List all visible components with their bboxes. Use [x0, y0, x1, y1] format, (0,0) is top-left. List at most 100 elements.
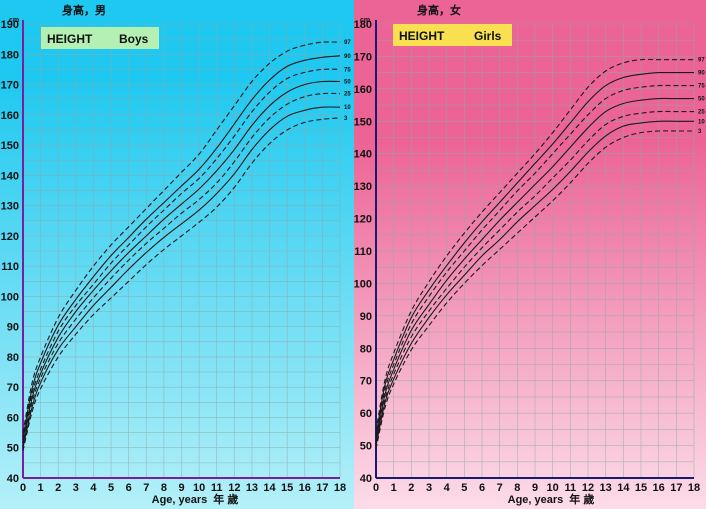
y-tick-label: 110: [354, 246, 372, 258]
y-tick-label: 120: [1, 231, 19, 243]
x-tick-label: 11: [565, 482, 577, 494]
y-tick-label: 80: [360, 343, 372, 355]
x-tick-label: 4: [90, 482, 97, 494]
y-tick-label: 100: [1, 291, 19, 303]
y-tick-label: 130: [354, 181, 372, 193]
x-axis-label-group: Age, years 年 歲: [152, 492, 239, 506]
percentile-line-p25: [22, 92, 341, 447]
x-tick-label: 14: [617, 482, 630, 494]
x-tick-label: 2: [408, 482, 414, 494]
percentile-line-p10: [22, 106, 341, 448]
x-tick-label: 9: [178, 482, 184, 494]
x-tick-label: 15: [635, 482, 647, 494]
percentile-label-p10: 10: [344, 105, 351, 111]
chart-background: [354, 0, 706, 509]
x-tick-label: 4: [444, 482, 451, 494]
x-tick-label: 0: [373, 482, 379, 494]
x-tick-label: 16: [299, 482, 311, 494]
x-tick-label: 18: [688, 482, 700, 494]
y-tick-label: 50: [360, 441, 372, 453]
height-label: HEIGHT: [399, 29, 445, 43]
y-tick-label: 60: [7, 412, 19, 424]
percentile-label-p75: 75: [698, 84, 705, 90]
y-tick-label: 140: [354, 149, 372, 161]
percentile-label-p97: 97: [698, 58, 705, 64]
percentile-line-p75: [375, 84, 694, 438]
percentile-curves: [375, 58, 694, 449]
percentile-label-p90: 90: [698, 71, 705, 77]
y-tick-label: 70: [7, 382, 19, 394]
percentile-label-p75: 75: [344, 67, 351, 73]
x-tick-label: 9: [532, 482, 538, 494]
y-tick-label: 180: [354, 19, 372, 31]
grid: [375, 23, 695, 479]
percentile-label-p3: 3: [344, 116, 348, 122]
grid: [22, 23, 341, 479]
y-tick-label: 190: [1, 19, 19, 31]
percentile-label-p25: 25: [344, 92, 351, 98]
x-axis-label: Age, years: [152, 494, 208, 506]
x-tick-label: 18: [334, 482, 346, 494]
percentile-line-p90: [375, 71, 694, 436]
height-label: HEIGHT: [47, 32, 93, 46]
percentile-line-p75: [22, 68, 341, 441]
y-tick-label: 70: [360, 376, 372, 388]
x-tick-label: 5: [461, 482, 467, 494]
x-tick-label: 6: [126, 482, 132, 494]
y-tick-label: 60: [360, 408, 372, 420]
percentile-label-p25: 25: [698, 110, 705, 116]
percentile-line-p50: [375, 97, 694, 441]
percentile-line-p10: [375, 120, 694, 446]
y-tick-label: 160: [354, 84, 372, 96]
chart-background: [0, 0, 354, 509]
y-tick-label: 150: [354, 116, 372, 128]
y-tick-label: 100: [354, 278, 372, 290]
percentile-label-p97: 97: [344, 40, 351, 46]
unit-label: cm: [9, 17, 19, 24]
x-axis-label-group: Age, years 年 歲: [508, 492, 595, 506]
percentile-line-p90: [22, 55, 341, 438]
girls-height-chart: 4050607080901001101201301401501601701800…: [354, 0, 706, 509]
x-tick-label: 5: [108, 482, 114, 494]
percentile-line-p97: [375, 58, 694, 432]
percentile-curves: [22, 41, 341, 451]
x-tick-label: 6: [479, 482, 485, 494]
x-tick-label: 7: [497, 482, 503, 494]
x-tick-label: 13: [246, 482, 258, 494]
percentile-line-p3: [375, 130, 694, 449]
x-tick-label: 1: [391, 482, 397, 494]
title-box: [41, 27, 159, 49]
x-tick-label: 16: [653, 482, 665, 494]
boys-height-chart: 4050607080901001101201301401501601701801…: [0, 0, 354, 509]
y-tick-label: 170: [354, 51, 372, 63]
y-tick-label: 170: [1, 80, 19, 92]
x-axis-label-cn: 年 歲: [213, 492, 238, 506]
x-tick-label: 8: [161, 482, 167, 494]
x-tick-label: 8: [514, 482, 520, 494]
x-tick-label: 10: [193, 482, 205, 494]
y-tick-label: 40: [7, 473, 19, 485]
y-tick-label: 150: [1, 140, 19, 152]
percentile-label-p3: 3: [698, 129, 702, 135]
x-tick-label: 14: [263, 482, 276, 494]
y-tick-label: 90: [7, 322, 19, 334]
y-tick-label: 160: [1, 110, 19, 122]
x-tick-label: 0: [20, 482, 26, 494]
y-tick-label: 90: [360, 311, 372, 323]
x-tick-label: 17: [316, 482, 328, 494]
y-tick-label: 40: [360, 473, 372, 485]
sex-label: Girls: [474, 29, 502, 43]
y-tick-label: 80: [7, 352, 19, 364]
x-tick-label: 15: [281, 482, 293, 494]
x-tick-label: 13: [600, 482, 612, 494]
x-tick-label: 12: [582, 482, 594, 494]
y-tick-label: 130: [1, 201, 19, 213]
sex-label: Boys: [119, 32, 149, 46]
y-tick-label: 140: [1, 170, 19, 182]
percentile-label-p50: 50: [344, 80, 351, 86]
percentile-line-p97: [22, 41, 341, 433]
percentile-label-p90: 90: [344, 54, 351, 60]
y-tick-label: 180: [1, 49, 19, 61]
